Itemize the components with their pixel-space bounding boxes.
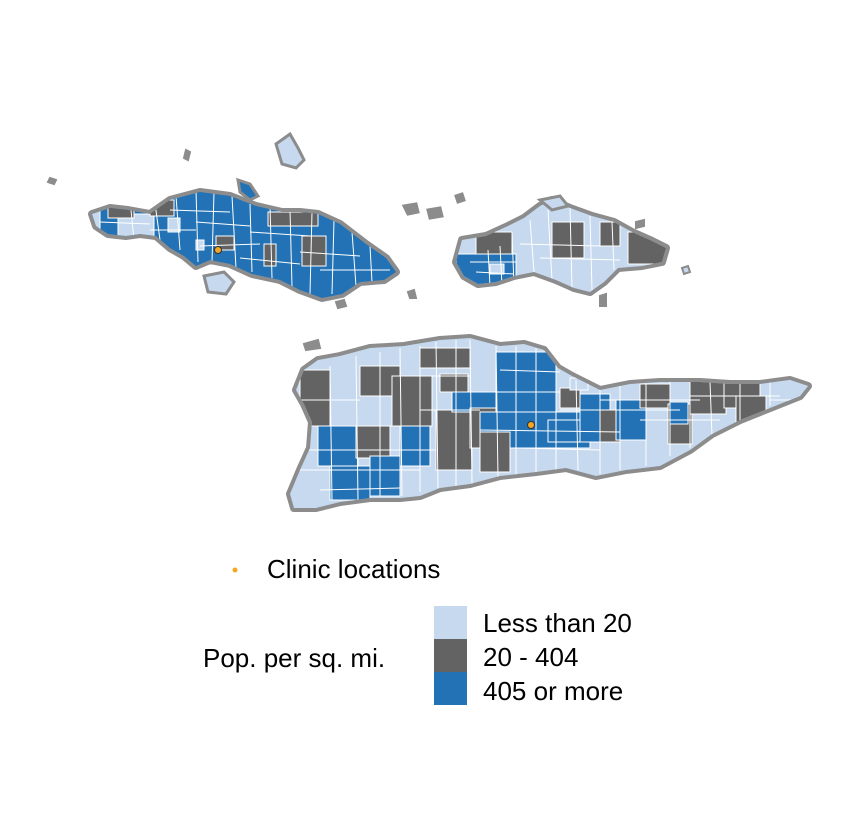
cay xyxy=(182,148,192,162)
cay xyxy=(536,194,571,212)
tract xyxy=(263,243,277,267)
island-st-thomas xyxy=(46,131,466,310)
tract xyxy=(439,373,469,393)
cay xyxy=(635,218,645,230)
legend-class-label: 405 or more xyxy=(483,676,623,706)
tract xyxy=(317,425,359,467)
island-st-john xyxy=(452,194,692,307)
island-st-croix xyxy=(286,334,812,512)
tract-group xyxy=(456,200,666,292)
legend: Clinic locations Pop. per sq. mi. Less t… xyxy=(203,554,632,706)
clinic-legend-symbol xyxy=(232,567,238,573)
cay xyxy=(401,202,420,216)
tract xyxy=(669,401,689,425)
cay xyxy=(274,131,306,170)
cay xyxy=(406,288,418,299)
cay xyxy=(302,338,322,352)
tract-group xyxy=(290,338,808,508)
tract xyxy=(215,235,235,251)
cay xyxy=(334,298,348,310)
clinic-marker[interactable] xyxy=(214,246,222,254)
cay xyxy=(236,177,261,202)
tract xyxy=(195,239,205,251)
tract xyxy=(355,425,391,459)
legend-class-label: Less than 20 xyxy=(483,608,632,638)
tract xyxy=(391,375,433,427)
cay xyxy=(454,192,466,204)
tract xyxy=(399,425,431,467)
legend-class-label: 20 - 404 xyxy=(483,642,578,672)
tract xyxy=(495,351,557,415)
cay xyxy=(46,176,58,186)
tract xyxy=(301,235,327,267)
cay xyxy=(599,292,607,307)
clinic-marker[interactable] xyxy=(527,421,535,429)
tract xyxy=(479,431,511,473)
cay xyxy=(202,270,236,296)
tract xyxy=(599,221,621,247)
clinic-legend-label: Clinic locations xyxy=(267,554,440,584)
tract xyxy=(689,379,727,415)
density-legend-title: Pop. per sq. mi. xyxy=(203,643,385,673)
legend-swatch-low xyxy=(434,606,467,639)
legend-swatch-high xyxy=(434,672,467,705)
tract xyxy=(167,217,181,233)
tract xyxy=(267,211,319,227)
tract xyxy=(369,455,401,497)
tract xyxy=(435,409,473,471)
tract xyxy=(299,369,331,427)
tract xyxy=(92,199,101,241)
tract xyxy=(489,263,505,275)
legend-swatch-mid xyxy=(434,639,467,672)
tract xyxy=(639,383,671,409)
tract xyxy=(419,347,471,369)
cay xyxy=(426,206,444,220)
tract xyxy=(329,465,371,501)
tract xyxy=(551,221,585,259)
cay xyxy=(680,264,692,276)
